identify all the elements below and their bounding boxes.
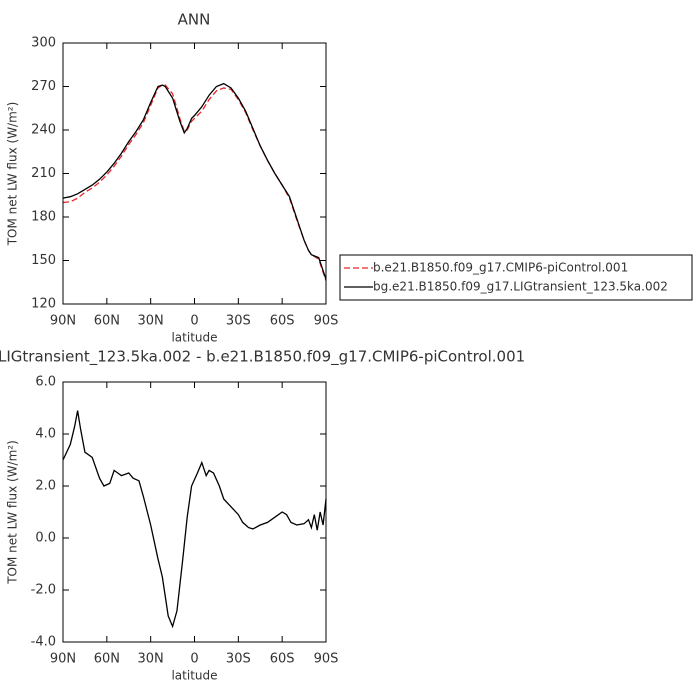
x-tick-label: 60N bbox=[94, 314, 120, 329]
legend-label: bg.e21.B1850.f09_g17.LIGtransient_123.5k… bbox=[373, 280, 668, 294]
x-tick-label: 30S bbox=[226, 314, 251, 329]
x-tick-label: 90N bbox=[50, 652, 76, 667]
y-tick-label: 0.0 bbox=[35, 531, 56, 546]
x-tick-label: 60S bbox=[270, 314, 295, 329]
data-line bbox=[62, 84, 327, 282]
y-tick-label: 120 bbox=[31, 297, 56, 312]
x-tick-label: 90S bbox=[314, 314, 339, 329]
y-tick-label: 150 bbox=[31, 253, 56, 268]
x-tick-label: 90N bbox=[50, 314, 76, 329]
y-axis-label: TOM net LW flux (W/m²) bbox=[6, 440, 20, 585]
chart-title: LIGtransient_123.5ka.002 - b.e21.B1850.f… bbox=[0, 348, 525, 367]
y-tick-label: 6.0 bbox=[35, 375, 56, 390]
y-tick-label: 180 bbox=[31, 210, 56, 225]
y-tick-label: 300 bbox=[31, 36, 56, 51]
plot-frame bbox=[62, 42, 327, 305]
x-axis-label: latitude bbox=[171, 669, 217, 683]
y-tick-label: -2.0 bbox=[31, 583, 56, 598]
y-axis-label: TOM net LW flux (W/m²) bbox=[6, 102, 20, 247]
x-tick-label: 30N bbox=[138, 314, 164, 329]
x-tick-label: 0 bbox=[190, 314, 198, 329]
data-line bbox=[62, 82, 327, 280]
x-tick-label: 60N bbox=[94, 652, 120, 667]
y-tick-label: 240 bbox=[31, 123, 56, 138]
data-line bbox=[62, 410, 327, 629]
plot-frame bbox=[62, 381, 327, 643]
x-tick-label: 90S bbox=[314, 652, 339, 667]
x-tick-label: 60S bbox=[270, 652, 295, 667]
y-tick-label: 210 bbox=[31, 166, 56, 181]
x-tick-label: 0 bbox=[190, 652, 198, 667]
y-tick-label: 2.0 bbox=[35, 479, 56, 494]
chart-title: ANN bbox=[178, 11, 211, 29]
legend-box bbox=[339, 254, 693, 301]
y-tick-label: 4.0 bbox=[35, 427, 56, 442]
x-tick-label: 30S bbox=[226, 652, 251, 667]
x-tick-label: 30N bbox=[138, 652, 164, 667]
y-tick-label: -4.0 bbox=[31, 635, 56, 650]
x-axis-label: latitude bbox=[171, 331, 217, 345]
y-tick-label: 270 bbox=[31, 79, 56, 94]
legend-label: b.e21.B1850.f09_g17.CMIP6-piControl.001 bbox=[373, 261, 628, 275]
